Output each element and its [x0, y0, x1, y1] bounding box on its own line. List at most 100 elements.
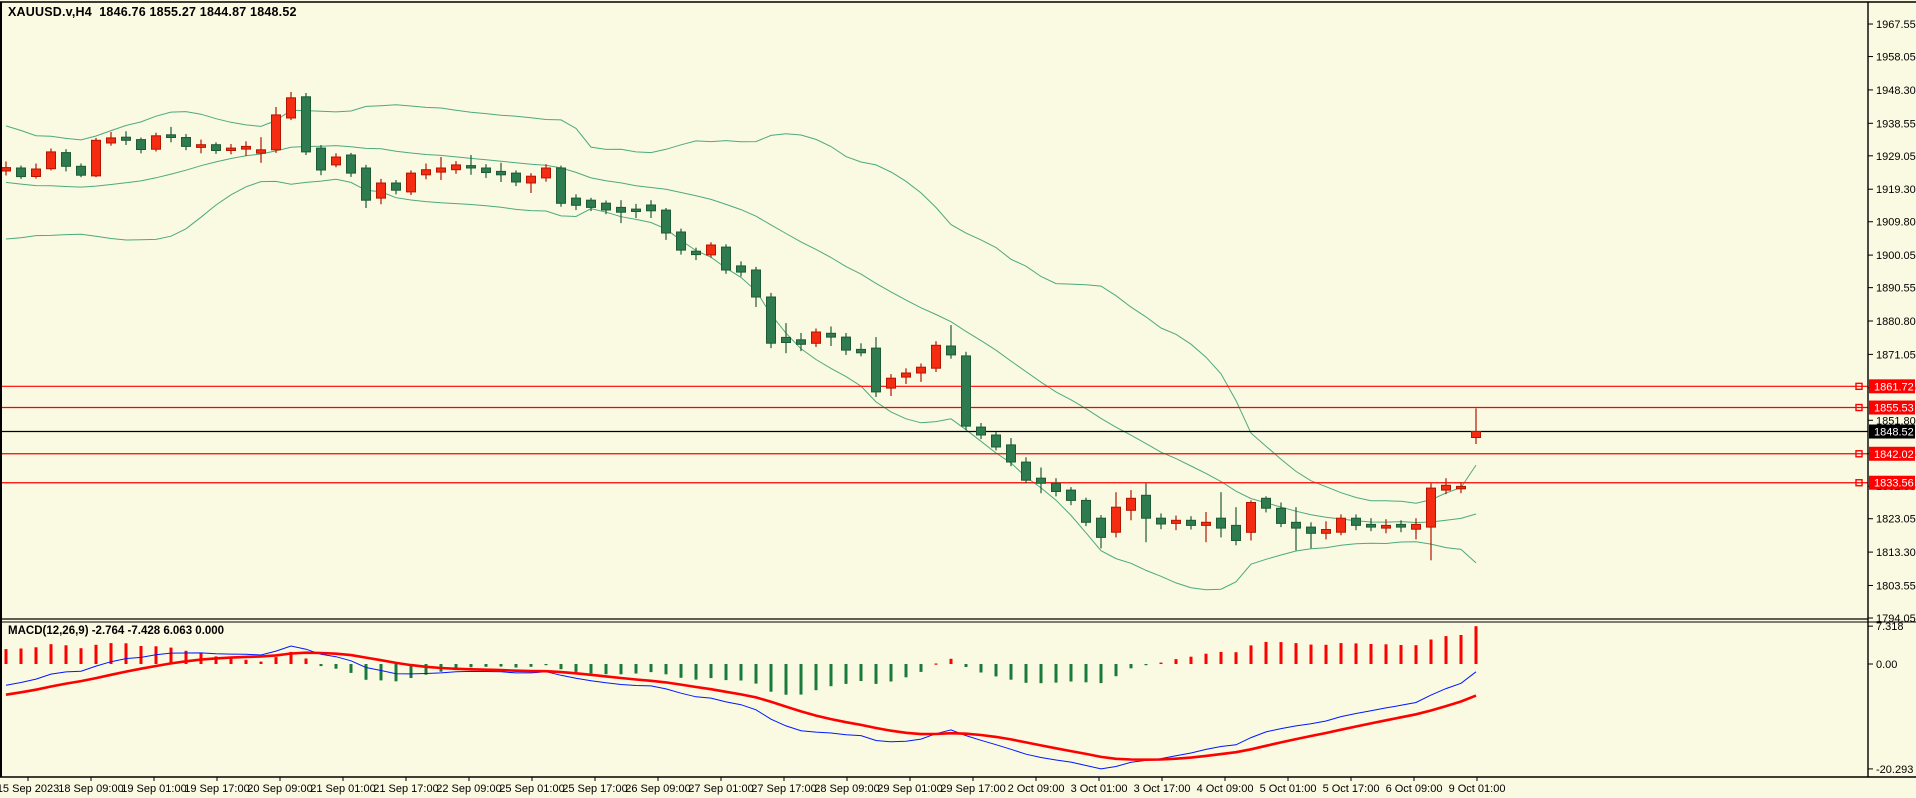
- macd-histogram-bar: [709, 664, 713, 679]
- level-price-badge[interactable]: [1869, 446, 1915, 461]
- macd-histogram-bar: [94, 644, 98, 664]
- level-line-handle[interactable]: [1855, 382, 1863, 391]
- macd-histogram-bar: [1024, 664, 1028, 683]
- level-line-handle[interactable]: [1855, 450, 1863, 458]
- candle-bull: [901, 372, 911, 378]
- candle-bull: [226, 147, 236, 152]
- candle-bear: [76, 165, 86, 176]
- price-tick-label: 1823.05: [1876, 514, 1916, 526]
- time-tick-label: 29 Sep 01:00: [877, 783, 942, 795]
- macd-histogram-bar: [424, 664, 428, 675]
- time-tick-label: 21 Sep 17:00: [373, 783, 438, 795]
- time-tick-label: 5 Oct 17:00: [1323, 783, 1380, 795]
- candle-bear: [1021, 461, 1031, 481]
- macd-histogram-bar: [769, 664, 773, 692]
- macd-histogram-bar: [934, 663, 938, 665]
- candle-bear: [1036, 477, 1046, 484]
- level-price-badge[interactable]: [1869, 475, 1915, 490]
- macd-histogram-bar: [814, 664, 818, 691]
- macd-histogram-bar: [1459, 635, 1463, 664]
- macd-histogram-bar: [649, 664, 653, 673]
- candle-bull: [241, 145, 251, 150]
- time-tick-label: 29 Sep 17:00: [940, 783, 1005, 795]
- macd-histogram-bar: [289, 651, 293, 664]
- candle-bull: [1246, 502, 1256, 533]
- level-price-badge[interactable]: [1869, 400, 1915, 415]
- macd-histogram-bar: [169, 647, 173, 664]
- time-tick-label: 27 Sep 01:00: [688, 783, 753, 795]
- time-tick-label: 3 Oct 01:00: [1071, 783, 1128, 795]
- macd-histogram-bar: [34, 647, 38, 664]
- time-tick-label: 22 Sep 09:00: [436, 783, 501, 795]
- candle-bull: [406, 172, 416, 193]
- candle-bear: [301, 96, 311, 153]
- candle-bear: [1156, 517, 1166, 525]
- candle-bear: [1306, 526, 1316, 534]
- candle-bull: [1171, 519, 1181, 524]
- price-tick-label: 1871.05: [1876, 349, 1916, 361]
- macd-indicator-label: MACD(12,26,9) -2.764 -7.428 6.063 0.000: [8, 625, 225, 637]
- candle-bull: [436, 167, 446, 173]
- candle-bear: [361, 167, 371, 201]
- macd-histogram-bar: [1309, 644, 1313, 664]
- macd-histogram-bar: [244, 659, 248, 664]
- macd-histogram-bar: [394, 664, 398, 682]
- macd-histogram-bar: [1474, 626, 1478, 664]
- candle-bull: [106, 137, 116, 144]
- candle-bear: [841, 336, 851, 351]
- level-price-badge[interactable]: [1869, 379, 1915, 394]
- macd-histogram-bar: [1219, 651, 1223, 664]
- candle-bear: [631, 208, 641, 213]
- time-tick-label: 28 Sep 09:00: [814, 783, 879, 795]
- macd-histogram-bar: [469, 664, 473, 668]
- price-scale[interactable]: [1869, 2, 1916, 777]
- level-line-handle[interactable]: [1855, 403, 1863, 412]
- time-tick-label: 27 Sep 17:00: [751, 783, 816, 795]
- candle-bear: [961, 355, 971, 427]
- time-tick-label: 19 Sep 01:00: [121, 783, 186, 795]
- time-tick-label: 18 Sep 09:00: [58, 783, 123, 795]
- chart-title: XAUUSD.v,H4 1846.76 1855.27 1844.87 1848…: [8, 5, 297, 19]
- macd-histogram-bar: [364, 664, 368, 680]
- bid-price-badge[interactable]: [1869, 424, 1915, 439]
- candle-bear: [1261, 497, 1271, 509]
- level-line-handle[interactable]: [1855, 479, 1863, 487]
- macd-histogram-bar: [679, 664, 683, 678]
- price-tick-label: 1909.80: [1876, 217, 1916, 229]
- candle-bear: [676, 231, 686, 251]
- price-tick-label: 1958.05: [1876, 52, 1916, 64]
- macd-histogram-bar: [949, 658, 953, 664]
- macd-histogram-bar: [604, 664, 608, 675]
- macd-histogram-bar: [1099, 664, 1103, 684]
- candle-bear: [121, 136, 131, 141]
- candle-bull: [1111, 506, 1121, 533]
- candle-bear: [181, 137, 191, 147]
- macd-histogram-bar: [214, 656, 218, 664]
- candle-bear: [1186, 519, 1196, 526]
- candle-bear: [1351, 517, 1361, 526]
- time-tick-label: 25 Sep 17:00: [562, 783, 627, 795]
- candle-bear: [691, 250, 701, 256]
- candle-bull: [1381, 524, 1391, 529]
- candle-bull: [931, 344, 941, 369]
- macd-histogram-bar: [724, 664, 728, 681]
- candle-bear: [481, 167, 491, 173]
- candle-bear: [1066, 489, 1076, 501]
- macd-histogram-bar: [334, 664, 338, 669]
- price-tick-label: 1919.30: [1876, 184, 1916, 196]
- candle-bear: [766, 296, 776, 344]
- macd-histogram-bar: [499, 664, 503, 667]
- candle-bear: [16, 167, 26, 178]
- macd-histogram-bar: [1039, 664, 1043, 684]
- level-price-badge-text: 1833.56: [1874, 478, 1914, 490]
- time-scale[interactable]: [0, 778, 1916, 798]
- candle-bear: [466, 165, 476, 169]
- window-left-border: [0, 2, 2, 777]
- macd-histogram-bar: [1204, 653, 1208, 664]
- bollinger-lower-band: [5, 178, 1477, 591]
- price-tick-label: 1851.80: [1876, 415, 1916, 427]
- candle-bear: [1291, 521, 1301, 529]
- candle-bull: [526, 175, 536, 184]
- macd-histogram-bar: [1294, 643, 1298, 664]
